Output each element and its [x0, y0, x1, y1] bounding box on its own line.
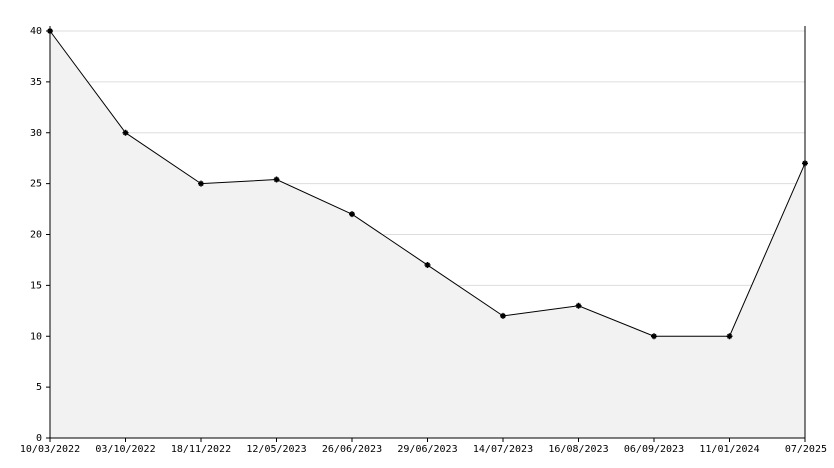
marker	[726, 333, 733, 340]
y-tick-label: 35	[30, 77, 42, 88]
x-tick-label: 10/03/2022	[20, 444, 80, 455]
marker	[273, 176, 280, 183]
marker	[575, 302, 582, 309]
y-tick-label: 25	[30, 179, 42, 190]
x-tick-label: 11/01/2024	[699, 444, 759, 455]
y-tick-label: 30	[30, 128, 42, 139]
y-tick-label: 10	[30, 331, 42, 342]
y-tick-label: 15	[30, 280, 42, 291]
marker	[198, 180, 204, 187]
marker	[802, 160, 808, 167]
x-tick-label: 18/11/2022	[171, 444, 231, 455]
marker	[500, 312, 506, 319]
y-tick-label: 5	[36, 382, 42, 393]
marker	[122, 129, 129, 136]
x-tick-label: 14/07/2023	[473, 444, 533, 455]
x-tick-label: 06/09/2023	[624, 444, 684, 455]
marker	[651, 333, 657, 340]
marker	[47, 28, 53, 34]
area	[50, 31, 805, 438]
y-tick-label: 40	[30, 26, 42, 37]
x-tick-label: 29/06/2023	[397, 444, 457, 455]
y-tick-label: 20	[30, 230, 42, 241]
x-tick-label: 03/10/2022	[95, 444, 155, 455]
x-tick-label: 07/2025	[785, 444, 827, 455]
marker	[349, 211, 355, 218]
x-tick-label: 16/08/2023	[548, 444, 608, 455]
x-tick-label: 26/06/2023	[322, 444, 382, 455]
x-tick-label: 12/05/2023	[246, 444, 306, 455]
y-tick-label: 0	[36, 433, 42, 444]
marker	[424, 262, 431, 269]
